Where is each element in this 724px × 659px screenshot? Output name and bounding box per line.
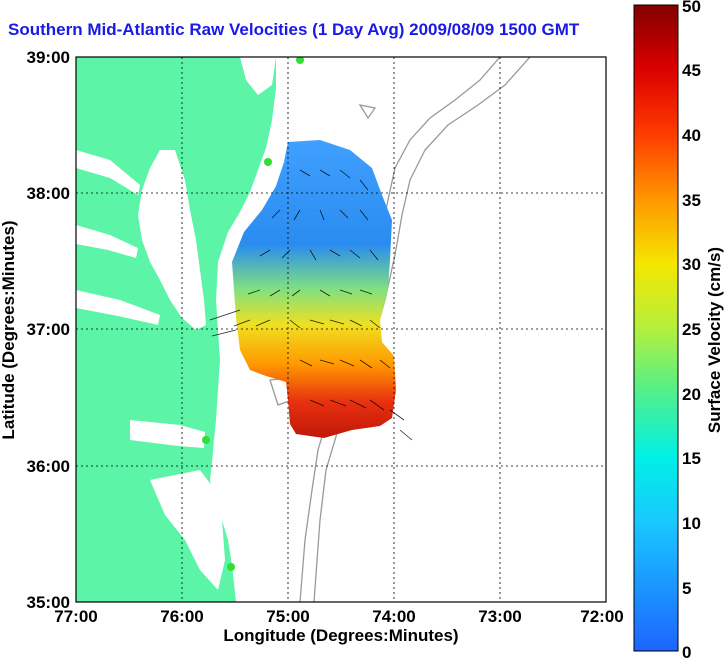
colorbar-ticks: 50 45 40 35 30 25 20 15 10 5 0 [682, 0, 701, 659]
station-marker [202, 436, 210, 444]
colorbar-tick-label: 10 [682, 514, 701, 533]
station-marker [264, 158, 272, 166]
x-tick-label: 72:00 [580, 607, 623, 626]
colorbar-tick-label: 20 [682, 385, 701, 404]
station-marker [227, 563, 235, 571]
x-axis-ticks: 77:00 76:00 75:00 74:00 73:00 72:00 [54, 607, 623, 626]
colorbar-tick-label: 45 [682, 61, 701, 80]
x-tick-label: 75:00 [266, 607, 309, 626]
colorbar-tick-label: 5 [682, 579, 691, 598]
chesapeake-bay [138, 150, 206, 330]
colorbar [633, 4, 679, 652]
y-axis-label: Latitude (Degrees:Minutes) [0, 220, 18, 439]
x-tick-label: 74:00 [372, 607, 415, 626]
delaware-bay [240, 57, 276, 95]
colorbar-tick-label: 0 [682, 643, 691, 659]
albemarle-sound [130, 420, 205, 448]
bay-tributary-3 [76, 290, 160, 325]
colorbar-tick-label: 25 [682, 320, 701, 339]
x-axis-label: Longitude (Degrees:Minutes) [223, 626, 458, 645]
colorbar-label: Surface Velocity (cm/s) [705, 247, 724, 433]
y-tick-label: 38:00 [27, 184, 70, 203]
x-tick-label: 76:00 [160, 607, 203, 626]
bay-tributary-2 [76, 225, 138, 258]
pamlico-sound [150, 470, 225, 590]
y-tick-label: 39:00 [27, 48, 70, 67]
colorbar-tick-label: 35 [682, 191, 701, 210]
colorbar-tick-label: 40 [682, 126, 701, 145]
colorbar-tick-label: 50 [682, 0, 701, 16]
y-axis-ticks: 39:00 38:00 37:00 36:00 35:00 [27, 48, 70, 612]
y-tick-label: 35:00 [27, 593, 70, 612]
y-tick-label: 37:00 [27, 320, 70, 339]
velocity-vectors [209, 169, 413, 441]
plot-frame [75, 56, 607, 603]
x-tick-label: 73:00 [478, 607, 521, 626]
colorbar-tick-label: 15 [682, 449, 701, 468]
map-title: Southern Mid-Atlantic Raw Velocities (1 … [8, 20, 580, 39]
bay-tributary-1 [76, 150, 140, 195]
velocity-field [232, 140, 396, 438]
y-tick-label: 36:00 [27, 457, 70, 476]
station-marker [296, 57, 304, 64]
x-tick-label: 77:00 [54, 607, 97, 626]
colorbar-tick-label: 30 [682, 255, 701, 274]
grid-lines [76, 57, 606, 602]
